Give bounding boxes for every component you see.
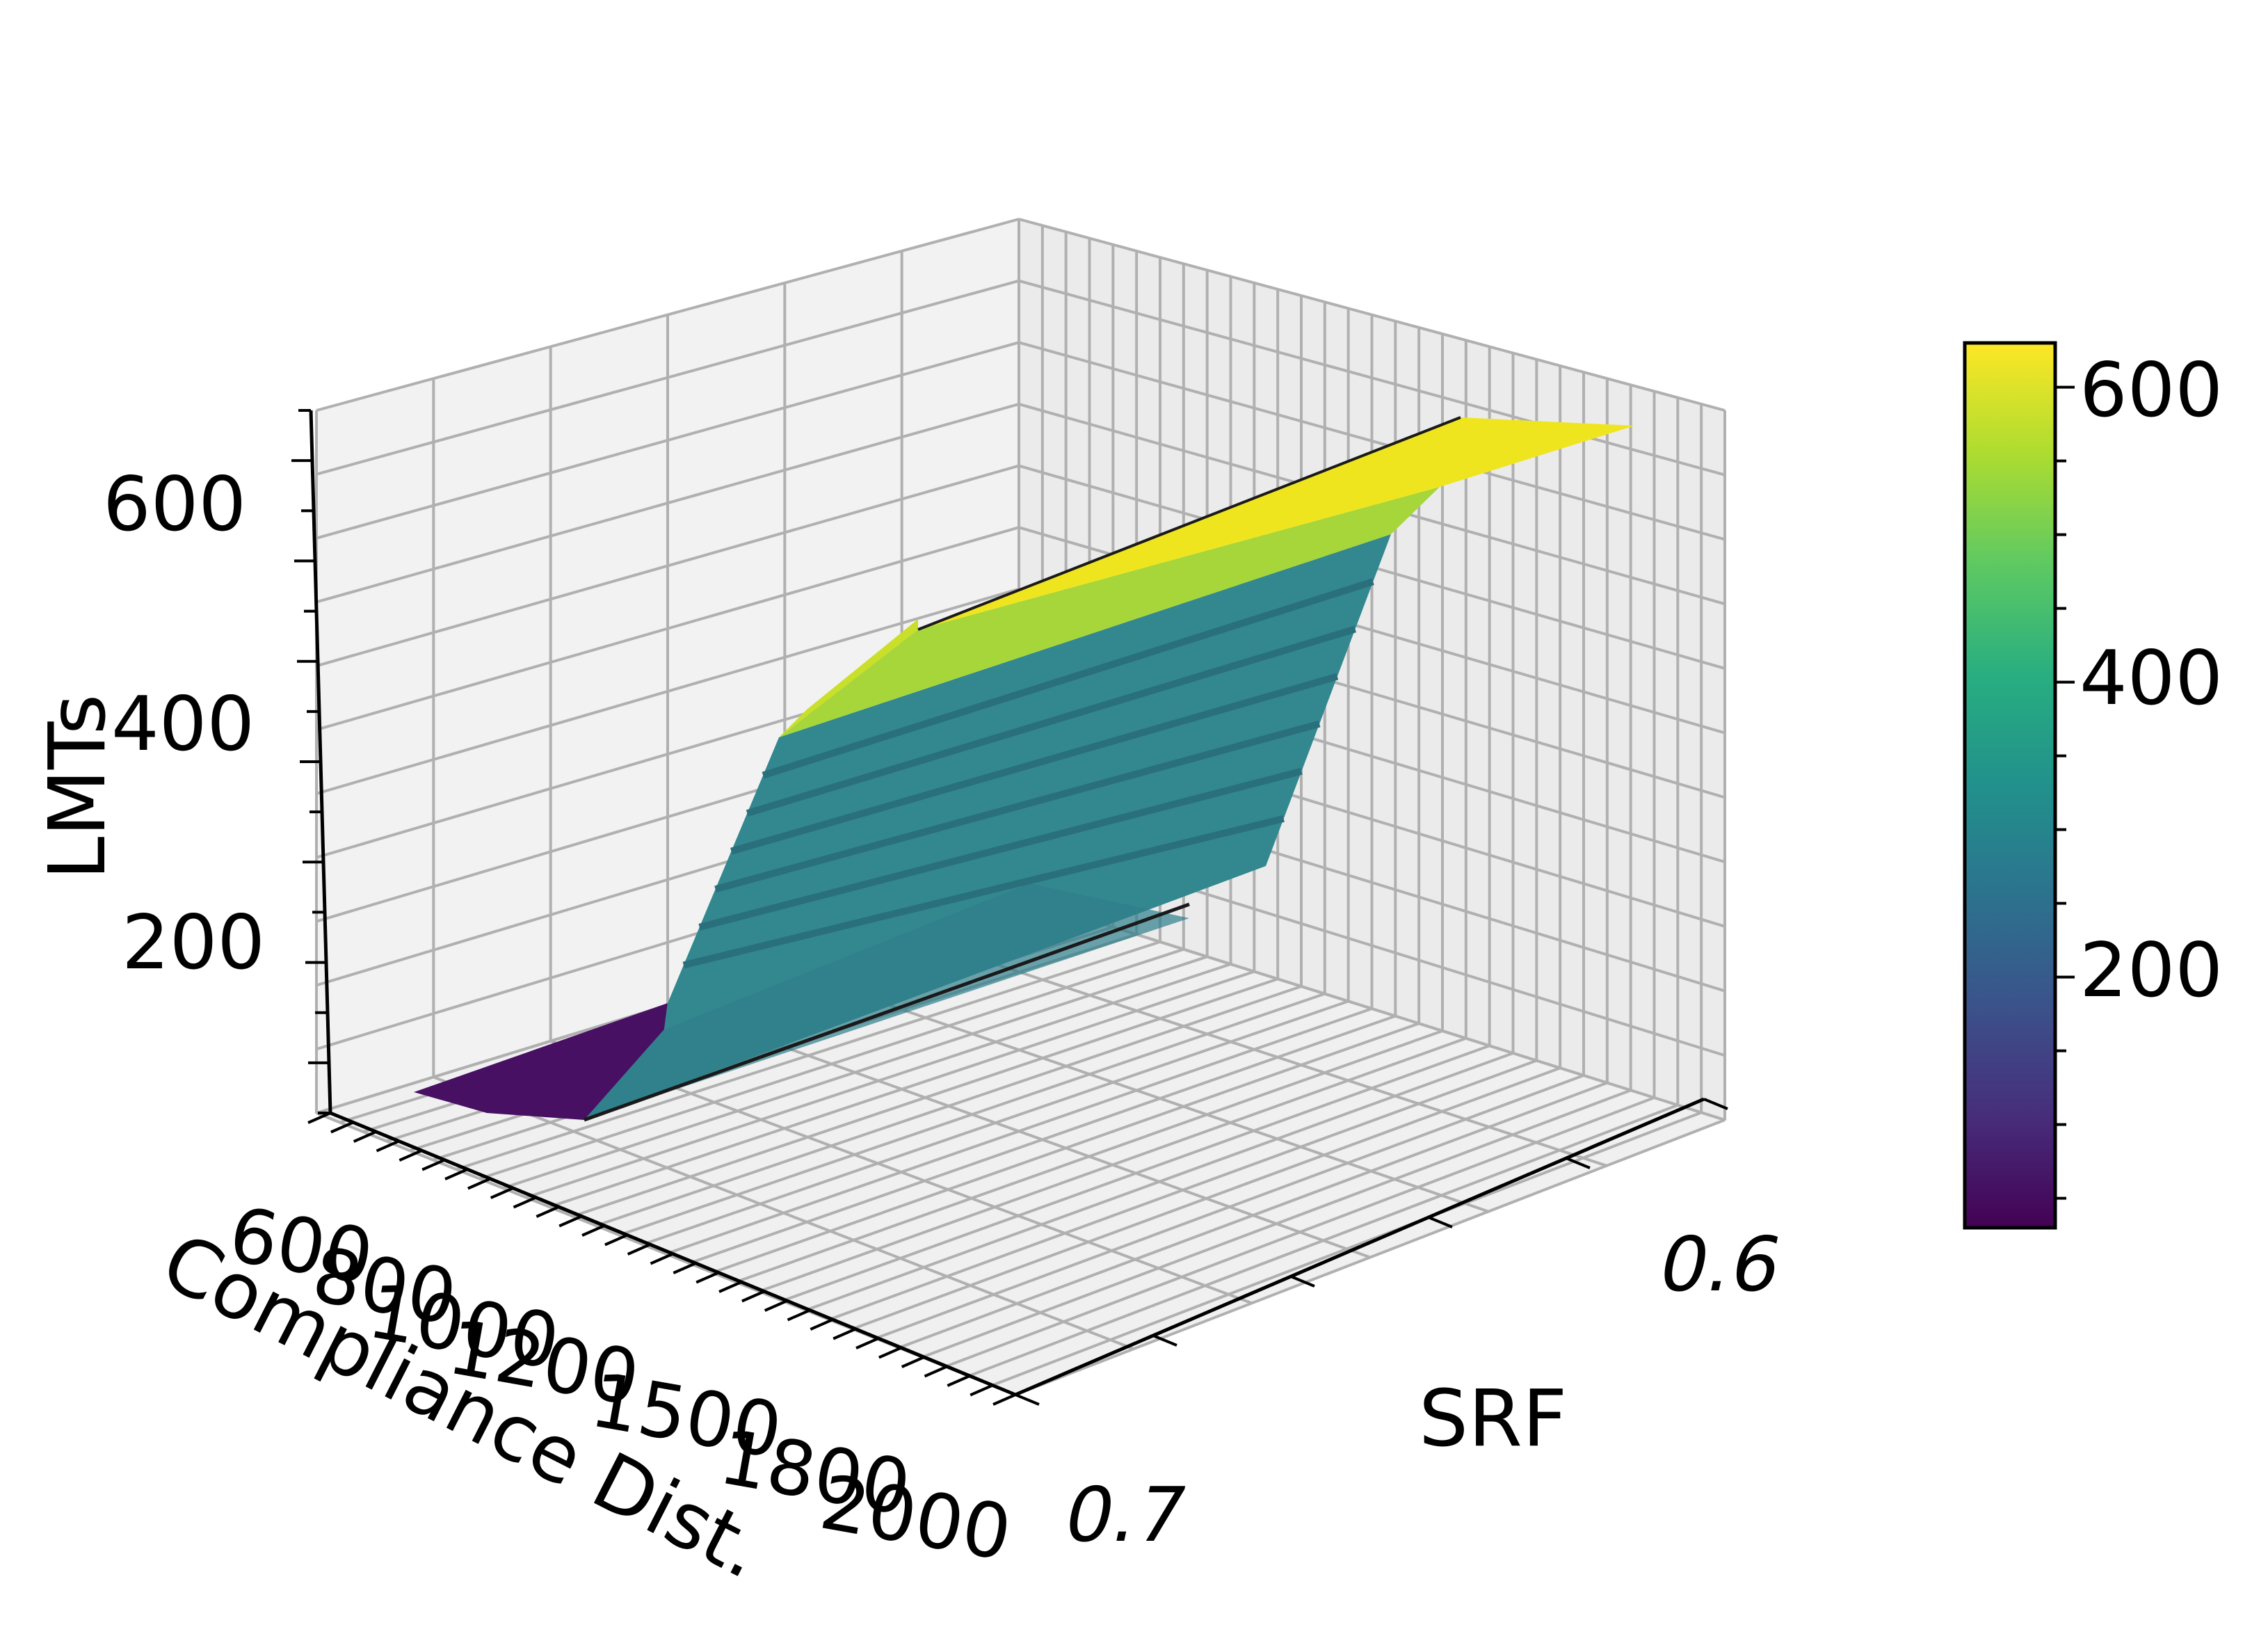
axis-ticks: [291, 409, 1728, 1406]
y-tick-label: 0.6: [1652, 1221, 1790, 1308]
z-tick-label: 200: [122, 899, 265, 986]
x-tick: [992, 1393, 1016, 1406]
x-tick: [399, 1149, 423, 1162]
x-tick: [376, 1139, 400, 1153]
x-tick: [718, 1281, 742, 1293]
x-tick: [695, 1271, 719, 1284]
x-tick: [650, 1252, 674, 1265]
x-tick-label: 2000: [814, 1459, 1017, 1578]
colorbar: 200 400 600: [1963, 341, 2223, 1230]
x-tick: [947, 1375, 971, 1387]
x-tick: [970, 1384, 993, 1397]
x-tick: [421, 1158, 445, 1171]
surface-grid-line: [682, 815, 1285, 969]
x-tick: [467, 1177, 491, 1190]
y-tick: [1152, 1334, 1177, 1347]
z-tick-label: 400: [111, 681, 255, 768]
surface-grid-line: [714, 720, 1321, 893]
y-axis-line: [1015, 1097, 1705, 1397]
x-tick: [673, 1262, 697, 1274]
y-tick-labels: 0.6 0.7: [1057, 1221, 1790, 1559]
colorbar-tick-label: 400: [2080, 635, 2223, 722]
x-tick: [901, 1356, 925, 1368]
x-tick: [581, 1224, 605, 1237]
x-tick: [604, 1233, 628, 1247]
surface-grid-line: [762, 578, 1374, 779]
x-tick: [353, 1130, 377, 1143]
x-tick: [536, 1206, 560, 1218]
x-tick: [878, 1346, 902, 1359]
x-tick: [490, 1187, 514, 1199]
colorbar-gradient: [1963, 341, 2057, 1230]
x-tick: [444, 1168, 468, 1180]
colorbar-tick-label: 600: [2080, 347, 2223, 434]
y-tick: [1566, 1157, 1591, 1169]
surface-mid-edge: [779, 487, 1440, 737]
colorbar-tick-label: 200: [2080, 927, 2223, 1014]
y-axis-title: SRF: [1419, 1374, 1567, 1464]
x-tick: [307, 1112, 331, 1124]
surface-low-plateau: [414, 1003, 668, 1120]
z-tick-labels: 200 400 600: [103, 461, 265, 986]
x-tick: [855, 1337, 879, 1349]
z-axis-title: LMTs: [33, 694, 123, 880]
surface-ramp-shade: [584, 883, 1189, 1120]
y-tick: [1703, 1098, 1728, 1110]
y-tick: [1428, 1216, 1453, 1228]
surface-contour-lines: [682, 578, 1374, 969]
surface-grid-line: [746, 625, 1357, 817]
colorbar-ticks: [2055, 385, 2075, 1200]
surface-edge-high: [917, 416, 1461, 631]
z-tick-label: 600: [103, 461, 246, 548]
y-tick: [1015, 1393, 1040, 1406]
surface-grid-line: [730, 673, 1339, 855]
x-tick: [627, 1243, 651, 1256]
y-tick-label: 0.7: [1057, 1471, 1195, 1559]
x-tick: [741, 1290, 765, 1303]
surface-top-plateau: [918, 417, 1634, 630]
x-tick: [787, 1308, 811, 1322]
surface-edge-low: [584, 902, 1190, 1122]
x-tick: [558, 1215, 582, 1228]
x-tick: [513, 1196, 537, 1209]
x-tick: [924, 1365, 948, 1378]
x-tick: [810, 1318, 834, 1331]
y-tick: [1290, 1275, 1315, 1288]
x-tick: [833, 1327, 856, 1340]
surface-top-left-edge: [779, 619, 918, 737]
floor-grid-line: [433, 1075, 1134, 1351]
x-tick: [330, 1121, 354, 1134]
x-tick: [764, 1299, 788, 1312]
surface-grid-line: [698, 767, 1303, 931]
